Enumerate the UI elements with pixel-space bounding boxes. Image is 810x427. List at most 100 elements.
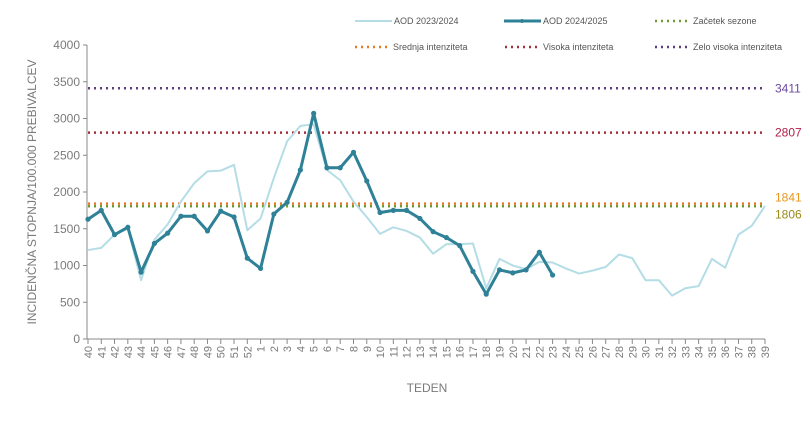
x-tick-label: 11 [388, 346, 400, 357]
data-point [324, 165, 330, 171]
x-tick-label: 4 [295, 346, 307, 352]
x-tick-label: 30 [641, 346, 653, 358]
x-tick-label: 25 [574, 346, 586, 358]
x-tick-label: 50 [216, 346, 228, 358]
data-point [231, 214, 237, 220]
y-tick-label: 500 [60, 295, 80, 309]
y-tick-label: 2500 [53, 148, 80, 162]
x-tick-label: 6 [322, 346, 334, 352]
y-tick-label: 2000 [53, 185, 80, 199]
data-point [98, 207, 104, 213]
x-tick-label: 14 [428, 346, 440, 358]
x-tick-label: 40 [83, 346, 95, 358]
data-point [125, 224, 131, 230]
y-tick-label: 1500 [53, 222, 80, 236]
series-line [87, 123, 766, 297]
x-tick-label: 52 [242, 346, 254, 358]
data-point [377, 209, 383, 216]
x-tick-label: 20 [508, 346, 520, 358]
x-tick-label: 44 [136, 346, 148, 358]
x-tick-label: 37 [733, 346, 745, 358]
x-tick-label: 34 [694, 346, 706, 358]
x-tick-label: 5 [309, 346, 321, 352]
x-tick-label: 18 [481, 346, 493, 358]
series-line [87, 111, 554, 296]
x-tick-label: 24 [561, 346, 573, 358]
data-point [510, 270, 516, 276]
x-tick-label: 15 [441, 346, 453, 358]
threshold-value-label: 3411 [775, 81, 801, 95]
x-tick-label: 32 [667, 346, 679, 358]
x-tick-label: 17 [468, 346, 480, 358]
data-point [284, 199, 290, 205]
data-point [178, 213, 184, 219]
data-point [191, 213, 197, 219]
x-tick-label: 49 [202, 346, 214, 358]
x-tick-label: 23 [548, 346, 560, 358]
data-point [297, 167, 303, 173]
y-tick-label: 3500 [53, 75, 80, 89]
y-axis-label: INCIDENČNA STOPNJA/100.000 PREBIVALCEV [24, 60, 39, 325]
legend-label-zacetek-sezone: Začetek sezone [693, 16, 757, 26]
x-tick-label: 31 [654, 346, 666, 358]
legend-label-aod-2024-2025: AOD 2024/2025 [543, 16, 608, 26]
x-axis-label: TEDEN [407, 381, 448, 395]
x-tick-label: 19 [495, 346, 507, 358]
data-point [151, 240, 157, 247]
x-tick-label: 45 [149, 346, 161, 358]
x-tick-label: 33 [680, 346, 692, 358]
legend-label-zelo-visoka: Zelo visoka intenziteta [693, 42, 782, 52]
data-point [550, 272, 556, 278]
y-tick-label: 1000 [53, 259, 80, 273]
data-point [111, 232, 118, 238]
data-point [257, 265, 264, 272]
x-tick-label: 42 [110, 346, 122, 358]
x-tick-label: 35 [707, 346, 719, 358]
y-tick-label: 0 [73, 332, 80, 346]
threshold-value-label: 2807 [775, 126, 802, 140]
x-tick-label: 8 [348, 346, 360, 352]
x-tick-label: 16 [455, 346, 467, 358]
y-tick-label: 3000 [53, 112, 80, 126]
data-point [204, 228, 211, 234]
data-point [337, 165, 343, 171]
data-point [85, 216, 91, 222]
x-tick-label: 36 [720, 346, 732, 358]
x-tick-label: 1 [256, 346, 268, 352]
x-tick-label: 7 [335, 346, 347, 352]
x-tick-label: 41 [96, 346, 108, 358]
x-tick-label: 29 [627, 346, 639, 358]
x-tick-label: 47 [176, 346, 188, 358]
data-point [523, 267, 529, 273]
y-tick-label: 4000 [53, 38, 80, 52]
data-point [443, 234, 450, 241]
x-tick-label: 46 [163, 346, 175, 358]
legend-label-srednja: Srednja intenziteta [393, 42, 468, 52]
legend-label-visoka: Visoka intenziteta [543, 42, 613, 52]
threshold-value-label: 1841 [775, 191, 802, 205]
data-point [364, 178, 370, 184]
data-point [244, 255, 250, 261]
x-tick-label: 43 [123, 346, 135, 358]
data-point [138, 269, 144, 275]
legend-marker-aod-2024-2025 [520, 19, 524, 23]
x-tick-label: 28 [614, 346, 626, 358]
data-point [403, 207, 410, 213]
data-point [271, 211, 277, 217]
x-tick-label: 38 [747, 346, 759, 358]
data-point [430, 229, 436, 235]
x-tick-label: 27 [601, 346, 613, 358]
x-tick-label: 9 [362, 346, 374, 352]
data-point [536, 249, 542, 255]
data-point [165, 230, 171, 236]
data-point [457, 243, 463, 249]
data-point [496, 267, 503, 273]
data-point [470, 268, 476, 274]
data-point [390, 207, 396, 213]
x-tick-label: 48 [189, 346, 201, 358]
x-tick-label: 51 [229, 346, 241, 358]
x-tick-label: 2 [269, 346, 281, 352]
data-point [311, 110, 317, 116]
x-tick-label: 39 [760, 346, 772, 358]
